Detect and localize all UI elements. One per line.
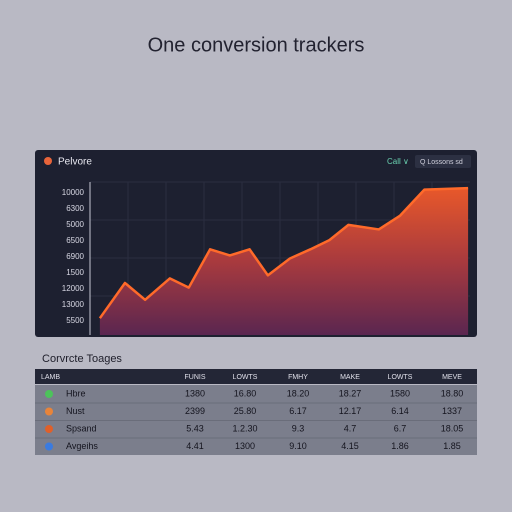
table-header-cell: LOWTS: [233, 374, 258, 381]
table-cell: 18.27: [339, 388, 362, 398]
table-cell: 1380: [185, 388, 205, 398]
table-header-bg: [35, 369, 477, 384]
table-cell: 25.80: [234, 406, 257, 416]
y-label: 12000: [62, 284, 85, 293]
table-header-cell: LAMB: [41, 374, 60, 381]
table-header-cell: FMHY: [288, 374, 308, 381]
y-label: 1500: [66, 268, 84, 277]
table-cell: 1580: [390, 388, 410, 398]
logo: Pelvore: [58, 157, 92, 168]
table-cell: 9.10: [289, 441, 307, 451]
y-label: 13000: [62, 300, 85, 309]
table-cell: Avgeihs: [66, 441, 98, 451]
row-icon: [45, 407, 53, 416]
y-label: 6300: [66, 204, 84, 213]
search-box[interactable]: [415, 155, 471, 168]
table-cell: Hbre: [66, 388, 86, 398]
table-cell: Spsand: [66, 423, 97, 433]
table-cell: 1.86: [391, 441, 409, 451]
search-text: Q Lossons sd: [420, 159, 463, 166]
table-cell: 4.7: [344, 423, 357, 433]
y-label: 6500: [66, 236, 84, 245]
table-cell: Nust: [66, 406, 85, 416]
table-cell: 18.05: [441, 423, 464, 433]
y-label: 5000: [66, 220, 84, 229]
dropdown[interactable]: Call ∨: [387, 157, 409, 166]
table-cell: 1300: [235, 441, 255, 451]
table-header-cell: MEVE: [442, 374, 462, 381]
table-cell: 1.2.30: [232, 423, 257, 433]
area: [99, 188, 469, 335]
table-cell: 2399: [185, 406, 205, 416]
page-title: One conversion trackers: [148, 34, 365, 56]
table-cell: 1337: [442, 406, 462, 416]
y-label: 6900: [66, 252, 84, 261]
y-label: 10000: [62, 188, 85, 197]
table-cell: 18.80: [441, 388, 464, 398]
table-header-cell: MAKE: [340, 374, 360, 381]
table-header-cell: FUNIS: [185, 374, 206, 381]
row-icon: [45, 442, 53, 451]
table-cell: 12.17: [339, 406, 362, 416]
table-cell: 5.43: [186, 423, 204, 433]
table-header-cell: LOWTS: [388, 374, 413, 381]
table-cell: 6.7: [394, 423, 407, 433]
table-title: Corvrcte Toages: [42, 353, 122, 365]
table-cell: 9.3: [292, 423, 305, 433]
logo-icon: [44, 157, 52, 165]
table-cell: 6.17: [289, 406, 307, 416]
y-label: 5500: [66, 316, 84, 325]
area-line: [98, 186, 469, 319]
table-cell: 18.20: [287, 388, 310, 398]
table-cell: 16.80: [234, 388, 257, 398]
table-cell: 4.15: [341, 441, 359, 451]
table-cell: 4.41: [186, 441, 204, 451]
row-icon: [45, 425, 53, 433]
table-cell: 1.85: [443, 441, 461, 451]
row-icon: [45, 390, 53, 398]
table-cell: 6.14: [391, 406, 409, 416]
